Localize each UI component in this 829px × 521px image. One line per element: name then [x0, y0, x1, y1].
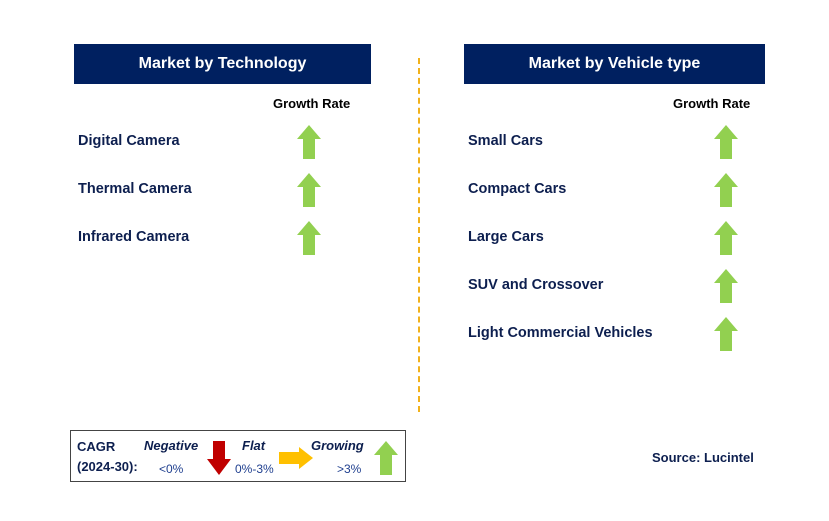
up-arrow-icon	[297, 221, 321, 255]
vehicle-header: Market by Vehicle type	[464, 44, 765, 84]
legend-flat-range: 0%-3%	[235, 462, 274, 476]
divider	[418, 58, 420, 412]
up-arrow-icon	[297, 173, 321, 207]
legend-negative-range: <0%	[159, 462, 184, 476]
right-item-label: Light Commercial Vehicles	[468, 325, 653, 341]
right-item-label: Compact Cars	[468, 181, 567, 197]
left-item-label: Thermal Camera	[78, 181, 192, 197]
technology-growth-label: Growth Rate	[273, 96, 351, 111]
legend-growing: Growing	[311, 438, 364, 453]
up-arrow-icon	[714, 269, 738, 303]
up-arrow-icon	[714, 125, 738, 159]
source-note: Source: Lucintel	[652, 450, 754, 465]
cagr-legend: CAGR (2024-30): Negative <0% Flat 0%-3% …	[70, 430, 406, 482]
legend-negative: Negative	[144, 438, 199, 453]
up-arrow-icon	[374, 441, 398, 475]
left-item-label: Digital Camera	[78, 133, 180, 149]
right-item-label: Large Cars	[468, 229, 544, 245]
vehicle-growth-label: Growth Rate	[673, 96, 751, 111]
legend-growing-range: >3%	[337, 462, 362, 476]
up-arrow-icon	[714, 317, 738, 351]
right-item-label: SUV and Crossover	[468, 277, 604, 293]
legend-period: (2024-30):	[77, 459, 138, 474]
left-item-label: Infrared Camera	[78, 229, 190, 245]
down-arrow-icon	[207, 441, 231, 475]
technology-header: Market by Technology	[74, 44, 371, 84]
right-item-label: Small Cars	[468, 133, 543, 149]
legend-cagr: CAGR	[77, 439, 116, 454]
right-arrow-icon	[279, 447, 313, 469]
up-arrow-icon	[297, 125, 321, 159]
up-arrow-icon	[714, 221, 738, 255]
legend-flat: Flat	[242, 438, 266, 453]
up-arrow-icon	[714, 173, 738, 207]
